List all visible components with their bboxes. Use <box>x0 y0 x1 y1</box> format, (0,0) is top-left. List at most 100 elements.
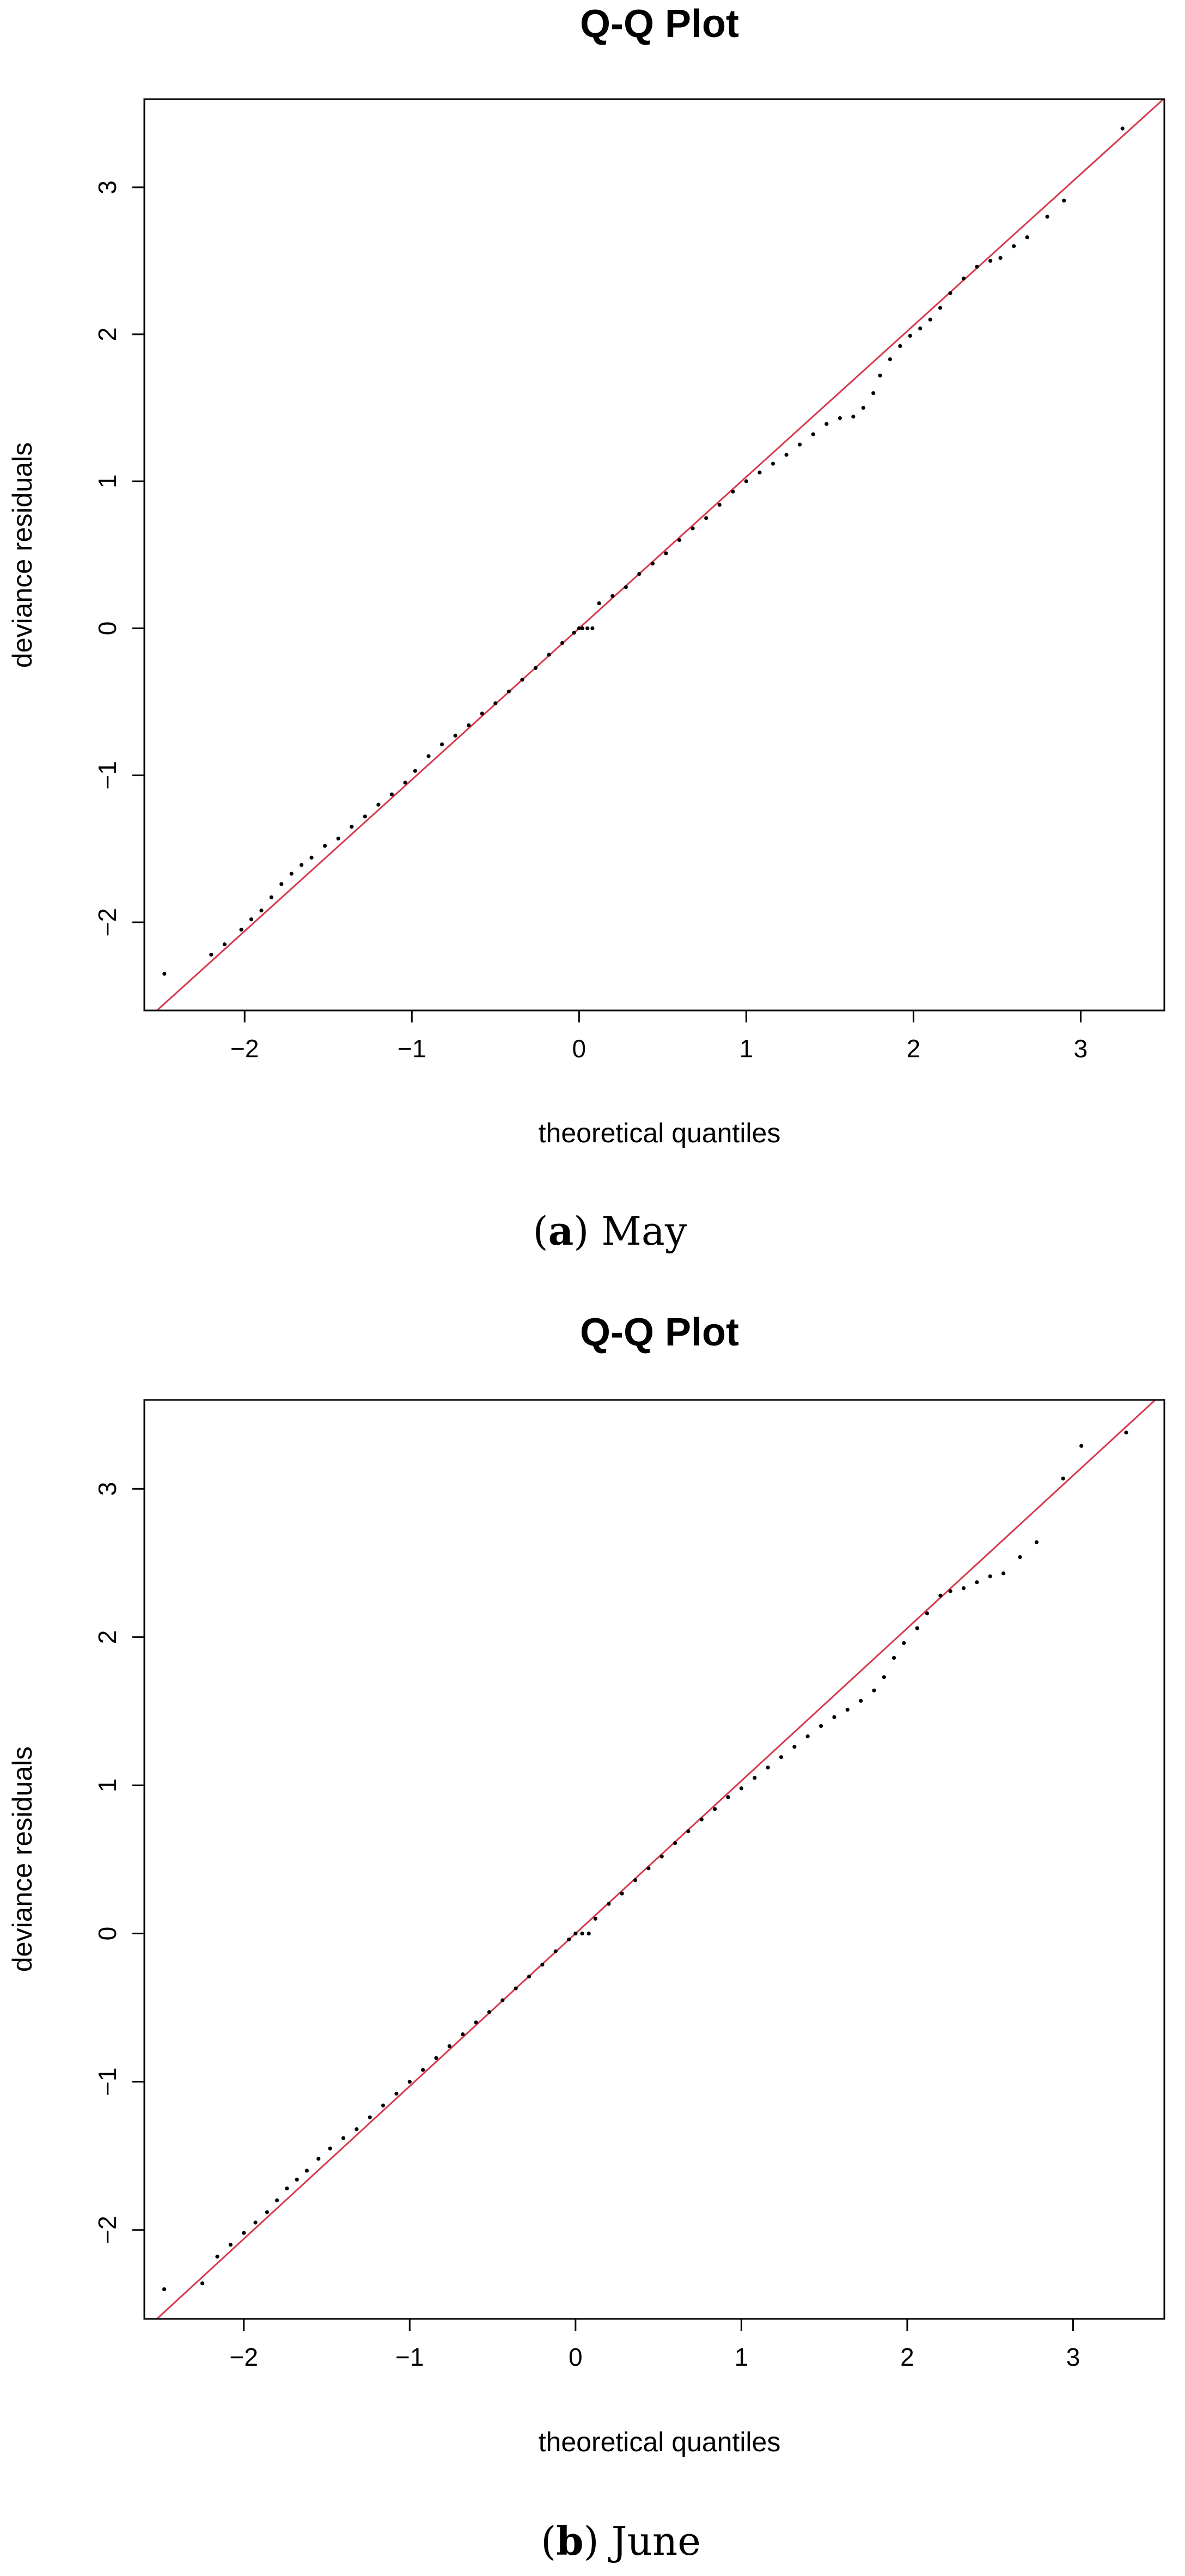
data-point <box>699 1817 704 1822</box>
data-point <box>1034 1540 1039 1544</box>
x-tick-label: −1 <box>398 1034 426 1063</box>
data-point <box>350 825 354 829</box>
data-point <box>394 2091 399 2096</box>
data-point <box>915 1626 919 1630</box>
data-point <box>239 927 243 932</box>
y-tick-label: −2 <box>93 2216 121 2244</box>
data-point <box>1079 1444 1084 1448</box>
data-point <box>493 701 498 705</box>
data-point <box>1025 235 1029 240</box>
data-point <box>824 422 829 426</box>
data-point <box>891 1655 896 1660</box>
data-point <box>1124 1430 1128 1435</box>
y-axis-label: deviance residuals <box>7 442 38 668</box>
data-point <box>368 2115 372 2120</box>
data-point <box>540 1963 545 1967</box>
data-point <box>275 2198 279 2202</box>
data-point <box>948 291 952 295</box>
data-point <box>265 2210 269 2214</box>
data-point <box>731 489 735 494</box>
reference-line <box>155 1400 1157 2319</box>
data-point <box>961 1586 966 1591</box>
data-point <box>567 1937 571 1942</box>
data-point <box>753 1776 757 1780</box>
data-point <box>421 2068 425 2072</box>
data-point <box>474 2020 478 2025</box>
y-tick-label: −1 <box>93 2067 121 2096</box>
data-point <box>514 1986 518 1990</box>
data-point <box>253 2220 258 2225</box>
data-point <box>381 2103 386 2108</box>
data-point <box>527 1974 532 1979</box>
plot-area: −2 −1 0 1 2 3 −2 −1 0 1 2 3 <box>93 1399 1165 2371</box>
data-point <box>766 1765 770 1770</box>
x-tick-label: −1 <box>395 2343 424 2371</box>
data-point <box>713 1807 717 1811</box>
data-point <box>871 391 876 395</box>
data-point <box>593 1916 597 1921</box>
data-point <box>222 942 227 947</box>
data-point <box>717 503 722 507</box>
data-point <box>520 678 524 682</box>
data-point <box>279 882 284 886</box>
data-point <box>597 601 601 606</box>
data-point <box>744 479 748 484</box>
data-point <box>898 344 902 348</box>
data-point <box>686 1829 691 1834</box>
data-point <box>1045 215 1049 219</box>
data-point <box>316 2157 321 2161</box>
data-point <box>882 1675 886 1679</box>
data-point <box>323 844 327 848</box>
data-point <box>533 666 538 670</box>
data-point <box>878 373 882 377</box>
data-point <box>585 626 590 631</box>
data-point <box>309 855 314 860</box>
data-point <box>704 516 708 520</box>
data-point <box>162 971 167 976</box>
x-axis-label: theoretical quantiles <box>539 1118 781 1148</box>
data-point <box>805 1734 810 1739</box>
data-point <box>487 2010 492 2014</box>
data-point <box>633 1878 638 1883</box>
data-point <box>673 1841 677 1846</box>
data-point <box>637 571 642 576</box>
x-tick-label: 1 <box>735 2343 749 2371</box>
data-point <box>407 2080 412 2084</box>
data-point <box>209 952 213 957</box>
data-point <box>872 1688 876 1692</box>
x-tick-label: −2 <box>230 2343 258 2371</box>
data-point <box>928 318 932 322</box>
y-tick-label: 1 <box>93 1779 121 1793</box>
plot-area: −2 −1 0 1 2 3 −2 −1 0 1 2 3 <box>93 98 1165 1063</box>
data-point <box>726 1795 730 1799</box>
data-point <box>336 836 340 841</box>
data-point <box>811 432 815 436</box>
caption-text: June <box>599 2518 701 2564</box>
data-point <box>975 1580 979 1585</box>
data-point <box>162 2287 167 2292</box>
x-tick-label: 3 <box>1066 2343 1080 2371</box>
data-point <box>200 2281 205 2286</box>
data-point <box>784 453 789 457</box>
figure-caption: (b) June <box>541 2518 701 2564</box>
caption-open: ( <box>541 2518 556 2564</box>
qq-plot-may: Q-Q Plot −2 −1 0 1 2 3 −2 −1 0 1 2 3 theoretical qu… <box>7 2 1165 1254</box>
data-point <box>467 723 471 728</box>
data-point <box>572 630 576 635</box>
data-point <box>938 1593 943 1598</box>
data-point <box>547 653 551 657</box>
data-point <box>285 2186 289 2191</box>
data-point <box>228 2243 233 2247</box>
data-point <box>832 1715 836 1719</box>
data-point <box>426 754 431 758</box>
data-point <box>677 538 682 543</box>
data-point <box>792 1745 797 1749</box>
data-point <box>506 689 511 694</box>
data-point <box>659 1854 664 1859</box>
data-point <box>580 626 585 631</box>
data-point <box>560 641 565 645</box>
data-point <box>389 792 394 796</box>
data-point <box>215 2255 219 2259</box>
data-point <box>1120 126 1125 131</box>
